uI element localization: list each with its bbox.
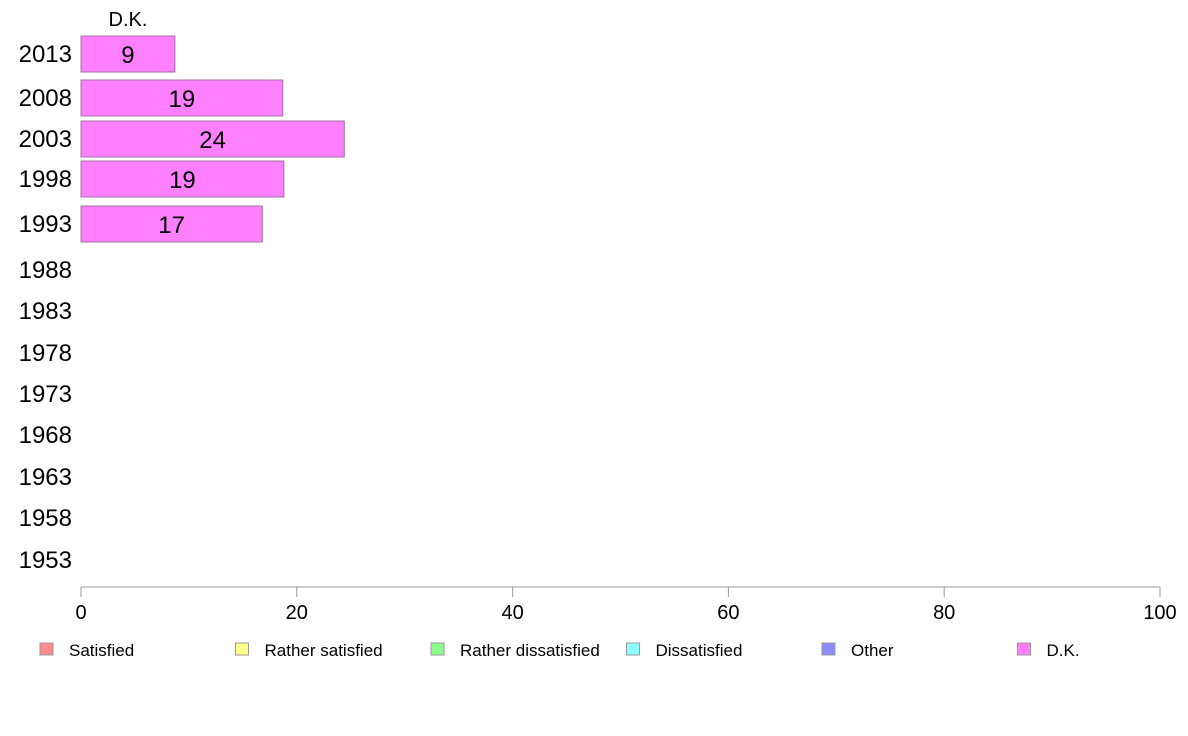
- year-label: 1953: [19, 547, 72, 574]
- bar: [80, 120, 345, 158]
- x-tick-label: 20: [286, 602, 308, 624]
- x-tick-label: 0: [75, 602, 86, 624]
- year-labels: 2013 2008 2003 1998 1993 1988 1983 1978 1973 1968…: [19, 41, 72, 574]
- legend-swatch: [821, 642, 836, 656]
- legend-swatch: [1017, 642, 1031, 656]
- year-label: 1983: [19, 298, 72, 325]
- legend: Satisfied Rather satisfied Rather dissatis…: [39, 641, 1080, 660]
- x-axis: 0 20 40 60 80 100: [75, 586, 1177, 624]
- legend-label: Rather dissatisfied: [460, 641, 600, 660]
- bar: [80, 35, 176, 73]
- year-label: 1993: [19, 211, 72, 238]
- year-label: 2003: [19, 126, 72, 153]
- legend-swatch: [430, 642, 445, 656]
- data-label: 19: [169, 167, 196, 194]
- year-label: 2013: [19, 41, 72, 68]
- legend-swatch: [39, 642, 54, 656]
- x-tick-label: 100: [1143, 602, 1176, 624]
- x-tick-label: 80: [933, 602, 955, 624]
- year-label: 1998: [19, 166, 72, 193]
- legend-label: Satisfied: [69, 641, 134, 660]
- bar: [80, 205, 263, 243]
- legend-label: Dissatisfied: [656, 641, 743, 660]
- legend-label: D.K.: [1047, 641, 1080, 660]
- year-label: 1973: [19, 381, 72, 408]
- year-label: 2008: [19, 85, 72, 112]
- data-label: 24: [199, 127, 226, 154]
- legend-swatch: [235, 642, 249, 656]
- year-label: 1963: [19, 464, 72, 491]
- year-label: 1988: [19, 257, 72, 284]
- bar: [80, 160, 285, 198]
- series-title: D.K.: [109, 9, 148, 31]
- year-label: 1978: [19, 340, 72, 367]
- legend-label: Other: [851, 641, 894, 660]
- legend-label: Rather satisfied: [265, 641, 383, 660]
- year-label: 1968: [19, 422, 72, 449]
- year-label: 1958: [19, 505, 72, 532]
- bar: [80, 79, 284, 117]
- x-tick-label: 60: [717, 602, 739, 624]
- legend-swatch: [626, 642, 640, 656]
- data-label: 17: [158, 212, 185, 239]
- data-label: 19: [169, 86, 196, 113]
- x-tick-label: 40: [501, 602, 523, 624]
- data-label: 9: [121, 42, 134, 69]
